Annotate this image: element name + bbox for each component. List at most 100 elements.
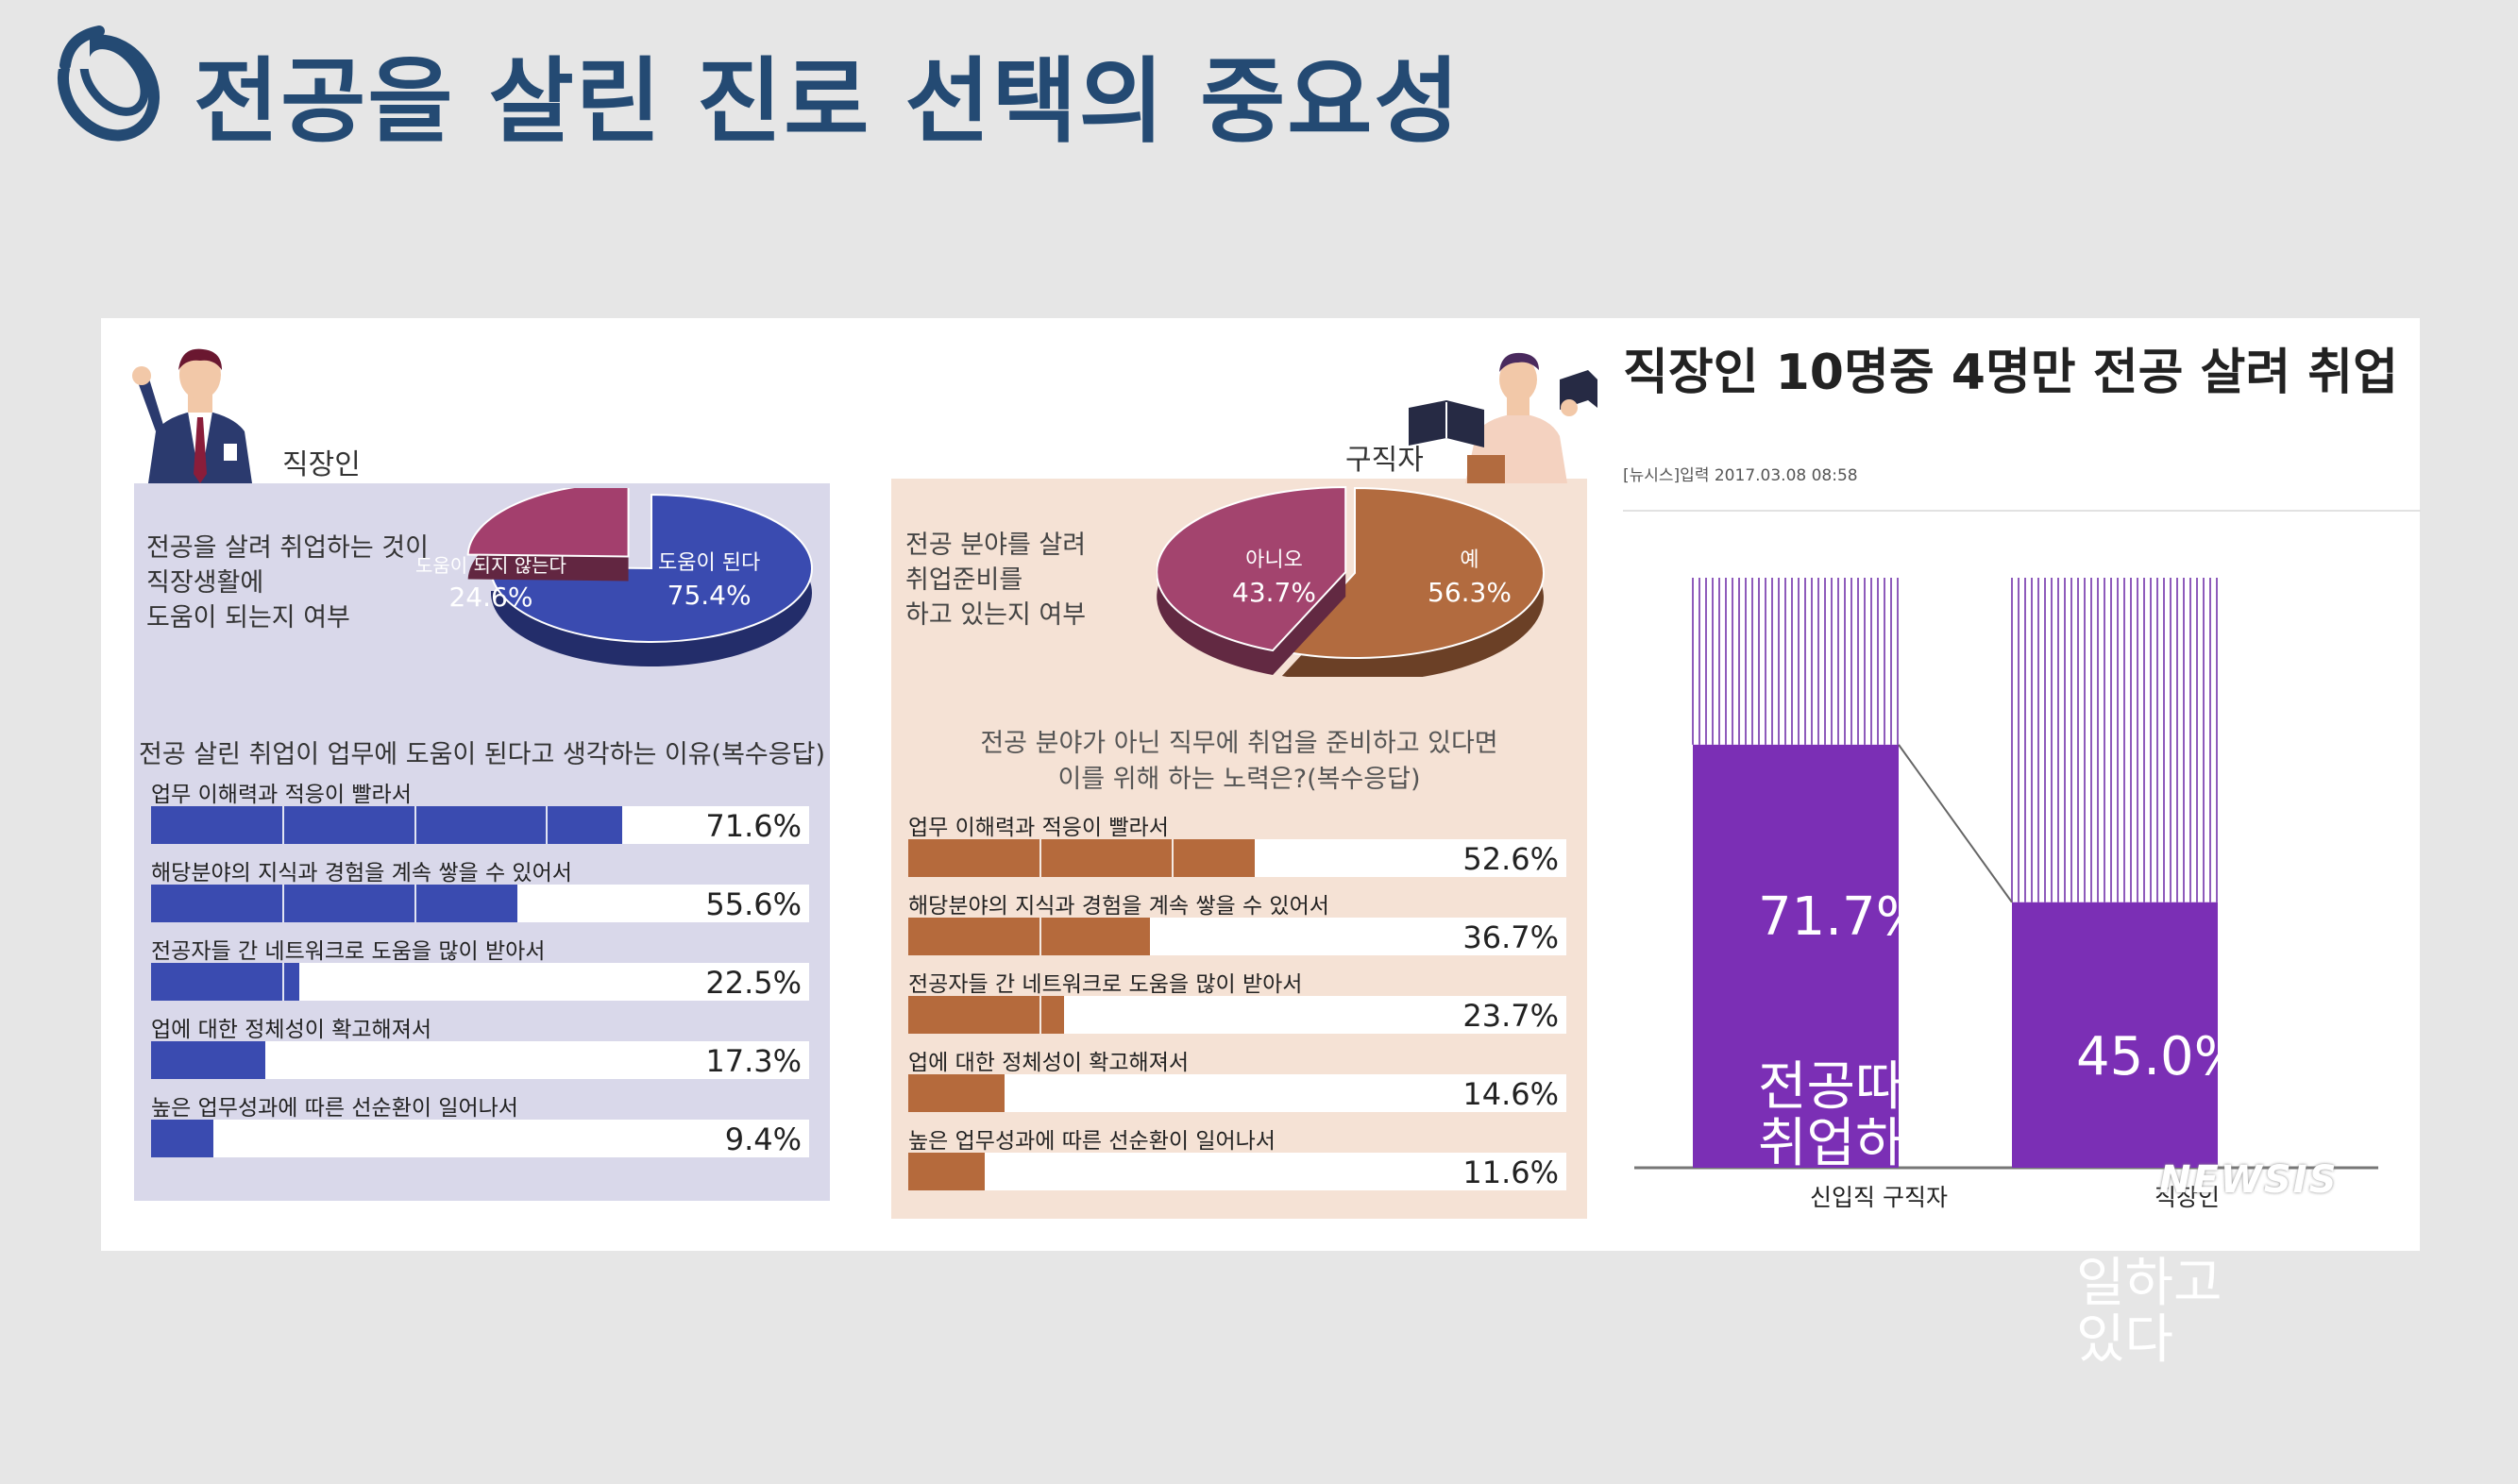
bar-category-label: 업에 대한 정체성이 확고해져서 bbox=[908, 1051, 1190, 1075]
bar-gridline bbox=[1039, 918, 1042, 955]
bar-track: 52.6% bbox=[908, 839, 1566, 877]
survey-title-line: 전공 분야가 아닌 직무에 취업을 준비하고 있다면 bbox=[980, 729, 1498, 758]
bar bbox=[908, 839, 1255, 877]
bar-caption: 전공따라 취업하고 싶다 bbox=[1758, 1056, 1953, 1231]
question-line: 하고 있는지 여부 bbox=[905, 600, 1087, 630]
bar-track: 71.6% bbox=[151, 806, 809, 844]
bar-value-label: 71.7% bbox=[1758, 886, 1926, 948]
bar-gridline bbox=[282, 963, 285, 1001]
pie-slice bbox=[1279, 486, 1545, 659]
bar-track: 36.7% bbox=[908, 918, 1566, 955]
bar-gridline bbox=[1434, 839, 1437, 877]
bar-gridline bbox=[282, 1120, 285, 1157]
bar-category-label: 해당분야의 지식과 경험을 계속 쌓을 수 있어서 bbox=[151, 861, 572, 885]
bar-value-label: 71.6% bbox=[705, 808, 802, 844]
bar-gridline bbox=[677, 885, 680, 922]
bar-track: 14.6% bbox=[908, 1074, 1566, 1112]
bar-value-label: 36.7% bbox=[1462, 919, 1559, 955]
pie-category: 도움이 된다 bbox=[658, 551, 761, 575]
pie-slice bbox=[490, 493, 813, 643]
pie-value: 56.3% bbox=[1428, 577, 1512, 608]
bar-track: 17.3% bbox=[151, 1041, 809, 1079]
bar-value-label: 52.6% bbox=[1462, 841, 1559, 877]
bar-gridline bbox=[282, 885, 285, 922]
bar-gridline bbox=[546, 963, 549, 1001]
bar bbox=[151, 806, 623, 844]
pie-value: 43.7% bbox=[1232, 577, 1316, 608]
x-tick-label: 직장인 bbox=[2155, 1184, 2221, 1211]
bar-gridline bbox=[1039, 839, 1042, 877]
survey-figure: 직장인 전공을 살려 취업하는 것이 직장생활에 도움이 되는지 여부 도움이 … bbox=[101, 318, 2421, 1369]
bar bbox=[151, 1120, 213, 1157]
office-worker-illustration bbox=[132, 348, 252, 483]
bar-gridline bbox=[546, 1041, 549, 1079]
bar-gridline bbox=[1039, 1153, 1042, 1190]
bar-gridline bbox=[546, 806, 549, 844]
bar-gridline bbox=[1171, 1074, 1174, 1112]
bar-value-label: 11.6% bbox=[1462, 1155, 1559, 1190]
bar bbox=[908, 1074, 1005, 1112]
bar-value-label: 23.7% bbox=[1462, 998, 1559, 1034]
bar-category-label: 높은 업무성과에 따른 선순환이 일어나서 bbox=[151, 1096, 518, 1121]
bar-value-label: 45.0% bbox=[2076, 1026, 2244, 1088]
bar-gridline bbox=[1434, 996, 1437, 1034]
question-line: 도움이 되는지 여부 bbox=[146, 603, 350, 632]
bar-category-label: 높은 업무성과에 따른 선순환이 일어나서 bbox=[908, 1129, 1276, 1154]
question-line: 전공 분야를 살려 bbox=[905, 531, 1087, 560]
bar-caption-job-seeker: 71.7% 전공따라 취업하고 싶다 bbox=[1758, 776, 1952, 1342]
bar-track: 55.6% bbox=[151, 885, 809, 922]
news-meta: [뉴시스]입력 2017.03.08 08:58 bbox=[1623, 466, 1858, 485]
bar bbox=[151, 885, 517, 922]
survey-title-line: 이를 위해 하는 노력은?(복수응답) bbox=[1057, 765, 1421, 794]
bar-track: 9.4% bbox=[151, 1120, 809, 1157]
bar-gridline bbox=[414, 1120, 416, 1157]
bar-gridline bbox=[677, 1041, 680, 1079]
bar-value-label: 14.6% bbox=[1462, 1076, 1559, 1112]
bar bbox=[908, 996, 1065, 1034]
bar-gridline bbox=[546, 885, 549, 922]
bar-gridline bbox=[282, 806, 285, 844]
bar bbox=[2012, 902, 2218, 1168]
pie-chart-job-seeker bbox=[1157, 486, 1545, 677]
bar-value-label: 22.5% bbox=[705, 965, 802, 1001]
news-headline: 직장인 10명중 4명만 전공 살려 취업 bbox=[1623, 345, 2398, 401]
bar-gridline bbox=[414, 806, 416, 844]
bar-value-label: 9.4% bbox=[724, 1121, 802, 1157]
bar-gridline bbox=[677, 1120, 680, 1157]
pie-label-no: 아니오 43.7% bbox=[1232, 545, 1316, 609]
bar-caption: 전공살려 일하고 있다 bbox=[2076, 1196, 2272, 1371]
pie-label-helpful: 도움이 된다 75.4% bbox=[658, 548, 760, 612]
bar-category-label: 전공자들 간 네트워크로 도움을 많이 받아서 bbox=[908, 972, 1303, 997]
bar-gridline bbox=[1434, 918, 1437, 955]
bar-value-label: 17.3% bbox=[705, 1043, 802, 1079]
bar-gridline bbox=[1171, 1153, 1174, 1190]
pie-category: 도움이 되지 않는다 bbox=[415, 554, 566, 577]
job-seeker-question: 전공 분야를 살려 취업준비를 하고 있는지 여부 bbox=[905, 528, 1086, 632]
bar-gridline bbox=[1303, 839, 1306, 877]
page-title: 전공을 살린 진로 선택의 중요성 bbox=[194, 48, 1462, 156]
job-seeker-illustration bbox=[1409, 352, 1597, 483]
bar-category-label: 업무 이해력과 적응이 빨라서 bbox=[151, 783, 412, 807]
job-seeker-survey-title: 전공 분야가 아닌 직무에 취업을 준비하고 있다면 이를 위해 하는 노력은?… bbox=[891, 726, 1587, 798]
pie-value: 75.4% bbox=[667, 580, 752, 611]
bar-gridline bbox=[1303, 1074, 1306, 1112]
bar-gridline bbox=[546, 1120, 549, 1157]
connector-line bbox=[1898, 744, 2013, 903]
office-worker-question: 전공을 살려 취업하는 것이 직장생활에 도움이 되는지 여부 bbox=[146, 531, 429, 635]
bar-caption-office-worker: 45.0% 전공살려 일하고 있다 bbox=[2076, 916, 2271, 1482]
bar bbox=[1693, 744, 1899, 1168]
bar-category-label: 해당분야의 지식과 경험을 계속 쌓을 수 있어서 bbox=[908, 894, 1329, 919]
office-worker-survey-title: 전공 살린 취업이 업무에 도움이 된다고 생각하는 이유(복수응답) bbox=[139, 740, 825, 769]
bar-gridline bbox=[414, 963, 416, 1001]
bar bbox=[908, 1153, 985, 1190]
bar-track: 23.7% bbox=[908, 996, 1566, 1034]
pie-label-yes: 예 56.3% bbox=[1428, 545, 1512, 609]
bar-gridline bbox=[1303, 996, 1306, 1034]
pie-label-not-helpful: 도움이 되지 않는다 24.6% bbox=[415, 549, 566, 614]
pie-chart-office-worker bbox=[466, 488, 813, 666]
bar-gridline bbox=[1303, 1153, 1306, 1190]
pie-category: 아니오 bbox=[1245, 548, 1303, 572]
bar-gridline bbox=[414, 1041, 416, 1079]
bar-track: 22.5% bbox=[151, 963, 809, 1001]
pie-slice bbox=[1157, 486, 1347, 652]
